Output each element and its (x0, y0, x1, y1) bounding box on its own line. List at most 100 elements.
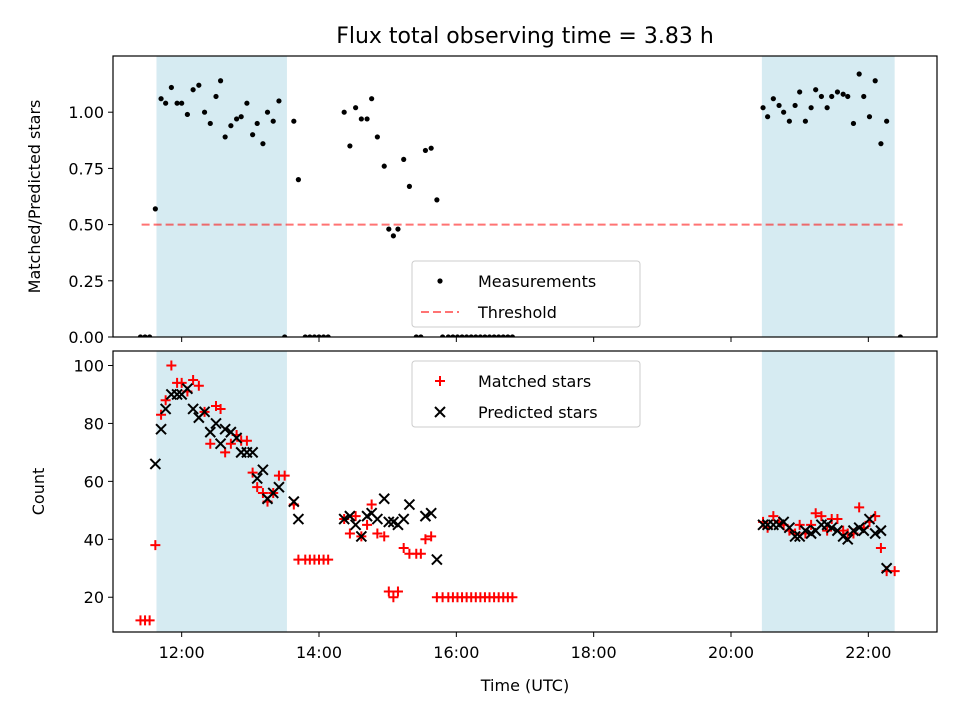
matched-star-point (889, 566, 900, 577)
y-tick-label: 0.75 (68, 159, 104, 178)
matched-star-point (188, 374, 199, 385)
y-tick-label: 20 (84, 588, 104, 607)
measurement-point (418, 334, 424, 337)
x-tick-label: 20:00 (708, 643, 754, 662)
measurement-point (477, 334, 483, 337)
x-tick-label: 16:00 (433, 643, 479, 662)
measurement-point (307, 334, 313, 337)
predicted-star-point (204, 426, 216, 438)
legend-label: Threshold (477, 303, 557, 322)
matched-star-point (794, 519, 805, 530)
predicted-star-point (875, 524, 887, 537)
y-tick-label: 0.50 (68, 216, 104, 235)
predicted-star-point (292, 513, 305, 525)
measurement-point (473, 334, 479, 337)
legend-label: Measurements (478, 272, 596, 291)
legend-x-icon (434, 406, 446, 418)
measurement-point (829, 93, 835, 100)
measurement-point (509, 334, 516, 337)
predicted-star-point (273, 481, 285, 493)
predicted-star-point (149, 458, 162, 470)
predicted-star-point (880, 562, 893, 574)
axes-frame (112, 350, 938, 633)
measurement-point (390, 233, 396, 239)
matched-star-point (420, 534, 431, 545)
matched-star-point (247, 467, 258, 478)
measurement-point (369, 96, 375, 102)
predicted-star-point (198, 406, 211, 418)
matched-star-point (383, 586, 394, 597)
measurement-point (381, 163, 387, 169)
legend-dot-icon (437, 278, 443, 284)
matched-star-point (822, 525, 833, 536)
shaded-span (156, 56, 287, 337)
measurement-point (163, 100, 169, 106)
measurement-point (884, 118, 890, 124)
x-tick-label: 22:00 (845, 643, 891, 662)
measurement-point (374, 134, 380, 140)
y-tick-label: 100 (73, 356, 104, 375)
measurement-point (845, 93, 851, 100)
matched-star-point (362, 519, 373, 530)
predicted-star-point (181, 382, 194, 395)
matched-star-point (372, 528, 383, 539)
predicted-star-point (349, 519, 362, 531)
x-axis-label: Time (UTC) (480, 676, 569, 695)
predicted-star-point (251, 472, 263, 485)
legend-label: Matched stars (478, 372, 591, 391)
measurement-point (500, 334, 506, 337)
measurement-point (341, 109, 347, 115)
measurement-point (201, 109, 208, 115)
measurement-point (850, 120, 857, 127)
measurement-point (824, 105, 830, 111)
matched-star-point (160, 395, 171, 406)
measurement-point (320, 334, 327, 337)
measurement-point (878, 141, 884, 147)
matched-star-point (426, 531, 437, 542)
measurement-point (238, 114, 244, 120)
matched-star-point (176, 377, 187, 388)
matched-star-point (344, 528, 355, 539)
matched-star-point (810, 508, 821, 519)
measurement-point (482, 334, 488, 337)
measurement-point (179, 100, 185, 106)
series-markers (135, 360, 900, 626)
axes-frame (112, 55, 938, 338)
measurement-point (776, 102, 782, 109)
measurement-point (808, 105, 814, 111)
predicted-star-point (246, 446, 259, 459)
measurement-point (152, 206, 158, 212)
measurement-point (818, 93, 825, 100)
measurement-point (302, 334, 308, 337)
predicted-star-point (403, 498, 416, 511)
measurement-point (347, 143, 353, 149)
predicted-star-point (171, 388, 183, 401)
predicted-star-point (210, 417, 222, 430)
matched-star-point (323, 554, 334, 565)
predicted-star-point (338, 513, 350, 525)
matched-star-point (156, 409, 167, 420)
predicted-star-point (378, 493, 390, 505)
measurement-point (422, 147, 429, 154)
predicted-star-point (155, 423, 167, 435)
predicted-star-point (863, 513, 876, 525)
predicted-star-point (789, 530, 801, 543)
matched-star-point (225, 438, 236, 449)
predicted-star-point (371, 513, 384, 525)
measurement-point (168, 84, 174, 91)
measurement-point (291, 118, 297, 124)
measurement-point (353, 105, 359, 111)
matched-star-point (252, 482, 263, 493)
measurement-point (792, 102, 798, 109)
measurement-point (872, 78, 878, 84)
matched-star-point (279, 470, 290, 481)
measurement-point (856, 71, 862, 77)
measurement-point (496, 334, 502, 337)
matched-star-point (150, 540, 161, 551)
predicted-star-point (397, 513, 410, 525)
measurement-point (406, 183, 413, 189)
measurement-point (158, 96, 164, 102)
measurement-point (445, 334, 451, 337)
x-tick-label: 12:00 (159, 643, 205, 662)
predicted-star-point (847, 524, 860, 537)
